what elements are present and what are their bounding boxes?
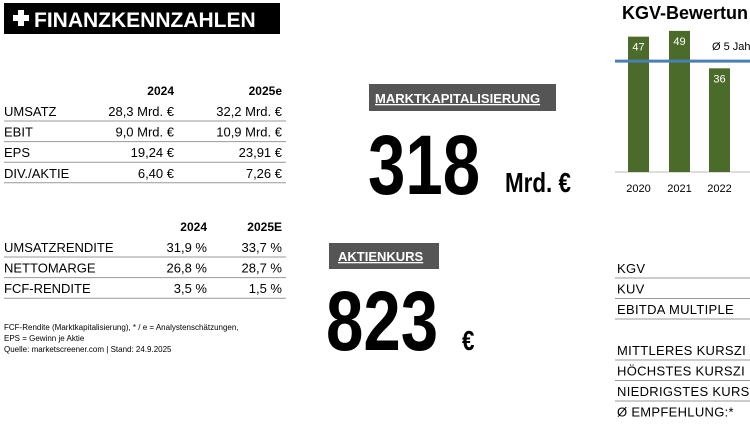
- row-label: MITTLERES KURSZI: [617, 343, 746, 358]
- cell-value: 33,7 %: [242, 240, 283, 255]
- row-label: EBIT: [4, 125, 33, 140]
- label-box: [369, 84, 556, 111]
- value-label: 36: [713, 73, 725, 85]
- cell-value: 1,5 %: [249, 281, 283, 296]
- value-label: 47: [632, 42, 644, 54]
- bar: [709, 68, 730, 172]
- cell-value: 19,24 €: [131, 145, 175, 160]
- cell-value: 31,9 %: [167, 240, 208, 255]
- footnote: EPS = Gewinn je Aktie: [4, 334, 85, 343]
- column-header: 2025E: [247, 220, 282, 234]
- market-cap-unit: Mrd. €: [505, 168, 571, 199]
- footnote: Quelle: marketscreener.com | Stand: 24.9…: [4, 345, 172, 354]
- column-header: 2024: [180, 220, 207, 234]
- row-label: FCF-RENDITE: [4, 281, 91, 296]
- row-label: NETTOMARGE: [4, 261, 96, 276]
- cell-value: 23,91 €: [239, 145, 283, 160]
- row-label: UMSATZRENDITE: [4, 240, 114, 255]
- footnote: FCF-Rendite (Marktkapitalisierung), * / …: [4, 323, 239, 332]
- label-box: [329, 243, 439, 269]
- column-header: 2024: [147, 84, 174, 98]
- row-label: EPS: [4, 145, 30, 160]
- x-tick-label: 2020: [626, 183, 650, 195]
- row-label: KUV: [617, 282, 645, 297]
- row-label: UMSATZ: [4, 104, 57, 119]
- share-price-value: 823: [326, 275, 438, 369]
- row-label: DIV./AKTIE: [4, 166, 70, 181]
- x-tick-label: 2021: [667, 183, 691, 195]
- value-label: 49: [673, 36, 685, 48]
- row-label: Ø EMPFEHLUNG:*: [617, 405, 734, 420]
- average-label: Ø 5 Jah: [712, 41, 750, 53]
- market-cap-label: MARKTKAPITALISIERUNG: [375, 91, 540, 106]
- row-label: NIEDRIGSTES KURS: [617, 384, 750, 399]
- cell-value: 3,5 %: [174, 281, 208, 296]
- cell-value: 9,0 Mrd. €: [115, 125, 174, 140]
- row-label: KGV: [617, 261, 645, 276]
- cell-value: 28,7 %: [242, 261, 283, 276]
- bar: [628, 36, 649, 172]
- cell-value: 26,8 %: [167, 261, 208, 276]
- x-tick-label: 2022: [707, 183, 731, 195]
- row-label: EBITDA MULTIPLE: [617, 302, 734, 317]
- chart-title: KGV-Bewertun: [622, 3, 748, 23]
- bar: [669, 30, 690, 172]
- cell-value: 6,40 €: [138, 166, 175, 181]
- cross-icon: [18, 10, 24, 26]
- cell-value: 28,3 Mrd. €: [108, 104, 175, 119]
- cell-value: 10,9 Mrd. €: [216, 125, 283, 140]
- share-price-label: AKTIENKURS: [338, 249, 424, 264]
- row-label: HÖCHSTES KURSZI: [617, 364, 745, 379]
- title: FINANZKENNZAHLEN: [34, 9, 256, 32]
- column-header: 2025e: [249, 84, 283, 98]
- market-cap-value: 318: [368, 119, 480, 213]
- share-price-unit: €: [462, 326, 474, 357]
- cell-value: 32,2 Mrd. €: [216, 104, 283, 119]
- title-box: [4, 3, 280, 34]
- cell-value: 7,26 €: [246, 166, 283, 181]
